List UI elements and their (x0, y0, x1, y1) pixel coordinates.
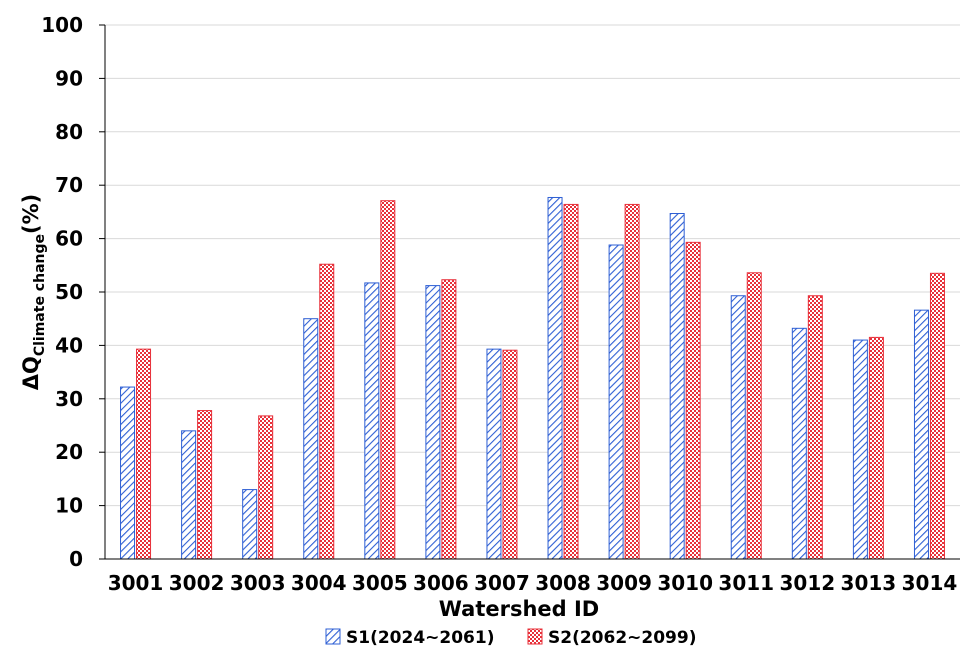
y-axis-title-sub: Climate change (32, 234, 48, 356)
bars (120, 196, 945, 560)
y-tick-label: 20 (55, 440, 83, 464)
x-tick-label: 3001 (108, 571, 164, 595)
y-tick-label: 60 (55, 227, 83, 251)
x-tick-label: 3002 (169, 571, 225, 595)
bar-s1-3004 (303, 318, 319, 560)
x-tick-label: 3008 (535, 571, 591, 595)
bar-s2-3007 (502, 349, 518, 560)
bar-s1-3001 (120, 386, 136, 560)
x-tick-label: 3013 (841, 571, 897, 595)
legend-label-s1: S1(2024~2061) (346, 628, 494, 648)
bar-s2-3006 (441, 279, 457, 560)
y-tick-label: 0 (69, 547, 83, 571)
y-axis-title: ΔQClimate change(%) (19, 194, 48, 391)
y-axis-title-unit: (%) (19, 194, 43, 234)
y-tick-label: 10 (55, 494, 83, 518)
bar-s2-3013 (868, 336, 884, 560)
x-tick-label: 3010 (657, 571, 713, 595)
y-tick-label: 70 (55, 173, 83, 197)
bar-s1-3008 (547, 196, 563, 560)
y-tick-label: 100 (41, 13, 83, 37)
gridlines (105, 24, 960, 507)
bar-s2-3014 (929, 272, 945, 560)
bar-s2-3009 (624, 203, 640, 560)
bar-s1-3007 (486, 348, 502, 560)
y-tick-label: 40 (55, 333, 83, 357)
bar-s1-3002 (181, 430, 197, 560)
bar-s1-3003 (242, 489, 258, 560)
x-tick-label: 3005 (352, 571, 408, 595)
y-tick-label: 80 (55, 120, 83, 144)
x-tick-label: 3011 (718, 571, 774, 595)
x-tick-label: 3004 (291, 571, 347, 595)
y-tick-label: 50 (55, 280, 83, 304)
y-tick-label: 90 (55, 66, 83, 90)
legend: S1(2024~2061) S2(2062~2099) (325, 628, 696, 648)
bar-s2-3004 (319, 263, 335, 560)
x-tick-label: 3006 (413, 571, 469, 595)
x-tick-label: 3003 (230, 571, 286, 595)
bar-s2-3001 (136, 348, 152, 560)
bar-s2-3005 (380, 200, 396, 560)
bar-s2-3008 (563, 203, 579, 560)
x-tick-label: 3012 (779, 571, 835, 595)
y-axis-title-main: ΔQ (19, 356, 43, 390)
bar-s1-3010 (669, 213, 685, 560)
y-tick-label: 30 (55, 387, 83, 411)
bar-s2-3010 (685, 241, 701, 560)
bar-s2-3011 (746, 272, 762, 560)
bar-s1-3006 (425, 285, 441, 560)
legend-swatch-s2 (527, 628, 543, 645)
legend-swatch-s1 (325, 628, 341, 645)
bar-s1-3009 (608, 244, 624, 560)
bar-s1-3013 (852, 339, 868, 560)
x-tick-label: 3009 (596, 571, 652, 595)
bar-s1-3005 (364, 282, 380, 560)
bar-s1-3014 (913, 309, 929, 560)
x-axis-title: Watershed ID (439, 597, 600, 621)
x-tick-label: 3014 (902, 571, 958, 595)
bar-s2-3003 (258, 415, 274, 560)
bar-s2-3012 (807, 295, 823, 560)
legend-label-s2: S2(2062~2099) (548, 628, 696, 648)
x-tick-label: 3007 (474, 571, 530, 595)
bar-s2-3002 (197, 410, 213, 560)
bar-s1-3011 (730, 295, 746, 560)
bar-s1-3012 (791, 327, 807, 560)
